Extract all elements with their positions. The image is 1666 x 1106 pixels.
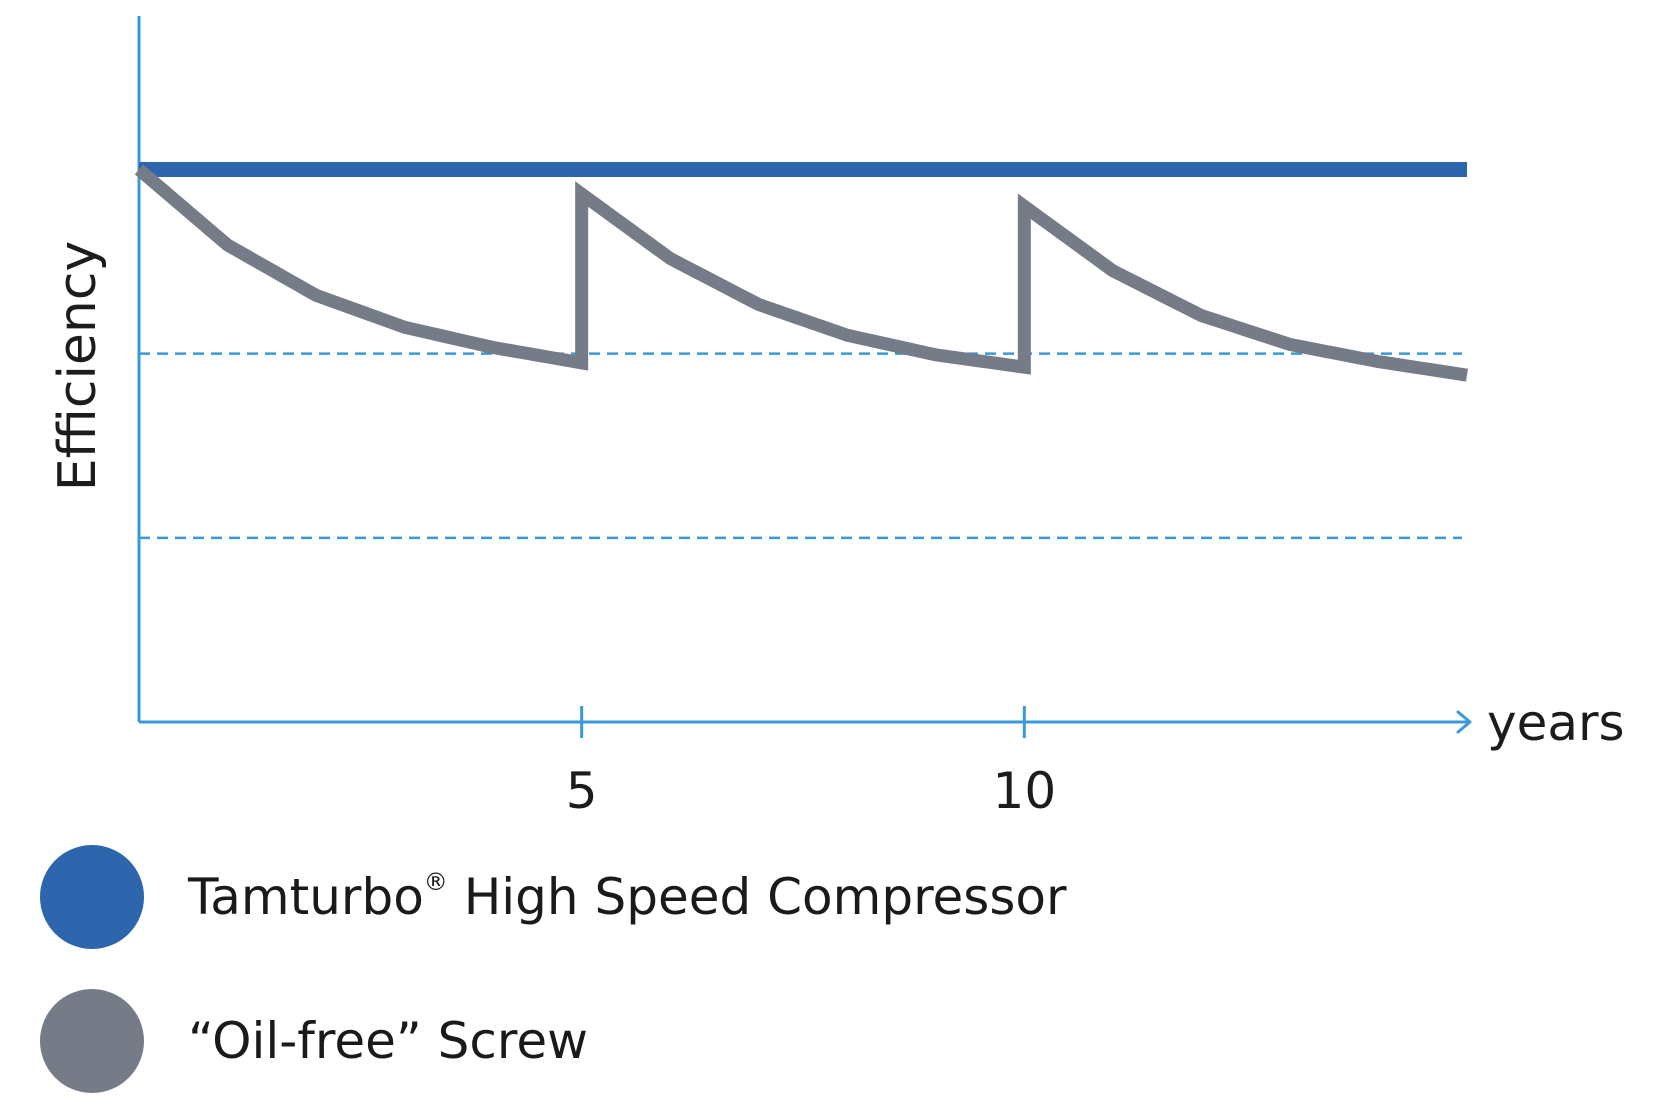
y-axis-label: Efficiency: [48, 241, 108, 491]
x-tick-label-10: 10: [993, 762, 1057, 820]
x-axis-label: years: [1487, 694, 1625, 752]
x-tick-label-5: 5: [566, 762, 598, 820]
series-line-screw: [134, 164, 1468, 382]
x-axis-arrow: [1456, 710, 1472, 734]
